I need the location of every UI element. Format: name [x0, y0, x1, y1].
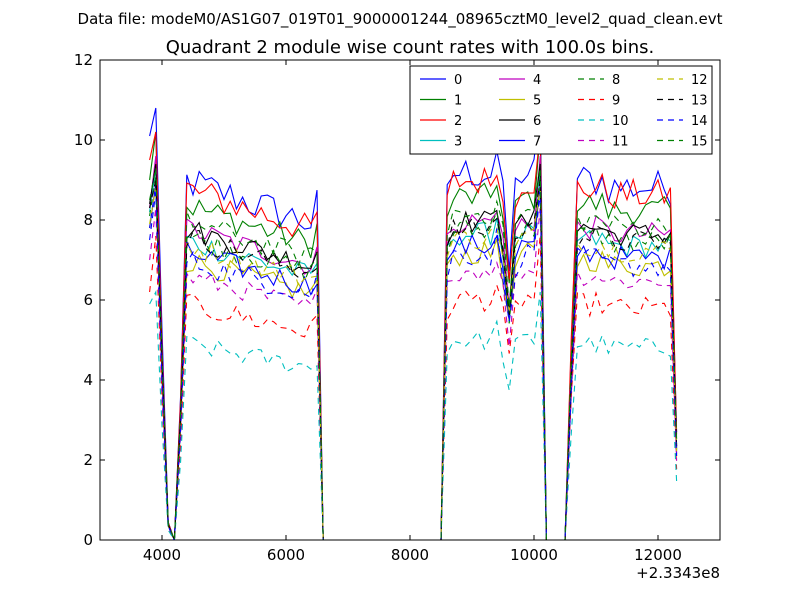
legend-label-7: 7: [533, 135, 541, 150]
legend-label-15: 15: [691, 135, 708, 150]
y-tick-label: 2: [83, 451, 93, 469]
y-tick-label: 4: [83, 371, 93, 389]
legend-label-0: 0: [454, 73, 462, 88]
legend-label-14: 14: [691, 114, 708, 129]
series-line-1: [149, 131, 678, 541]
series-line-13: [149, 179, 678, 541]
legend-label-13: 13: [691, 94, 708, 109]
series-layer: [149, 107, 678, 542]
series-line-8: [149, 175, 678, 541]
legend-label-10: 10: [612, 114, 629, 129]
series-line-10: [149, 289, 678, 542]
chart-title: Quadrant 2 module wise count rates with …: [166, 37, 655, 58]
series-line-2: [149, 131, 678, 541]
series-line-7: [149, 183, 678, 541]
chart-suptitle: Data file: modeM0/AS1G07_019T01_90000012…: [78, 10, 723, 29]
x-tick-label: 10000: [510, 546, 558, 564]
legend-label-12: 12: [691, 73, 708, 88]
y-tick-label: 0: [83, 531, 93, 549]
series-line-0: [149, 107, 678, 541]
legend-label-4: 4: [533, 73, 541, 88]
y-tick-label: 6: [83, 291, 93, 309]
y-tick-label: 12: [74, 51, 93, 69]
x-tick-label: 6000: [267, 546, 305, 564]
legend-label-6: 6: [533, 114, 541, 129]
series-line-15: [149, 167, 678, 541]
legend-label-2: 2: [454, 114, 462, 129]
x-offset-label: +2.3343e8: [636, 564, 720, 582]
x-tick-label: 4000: [143, 546, 181, 564]
series-line-12: [149, 187, 678, 541]
legend-label-9: 9: [612, 94, 620, 109]
legend-label-1: 1: [454, 94, 462, 109]
series-line-5: [149, 183, 678, 541]
series-line-11: [149, 207, 678, 541]
x-tick-label: 8000: [391, 546, 429, 564]
y-tick-label: 8: [83, 211, 93, 229]
legend-label-11: 11: [612, 135, 629, 150]
series-line-14: [149, 191, 678, 541]
legend-label-3: 3: [454, 135, 462, 150]
series-line-3: [149, 167, 678, 541]
y-tick-label: 10: [74, 131, 93, 149]
legend-label-8: 8: [612, 73, 620, 88]
legend-label-5: 5: [533, 94, 541, 109]
series-line-9: [149, 235, 678, 542]
legend-box: [409, 65, 713, 155]
x-tick-label: 12000: [634, 546, 682, 564]
